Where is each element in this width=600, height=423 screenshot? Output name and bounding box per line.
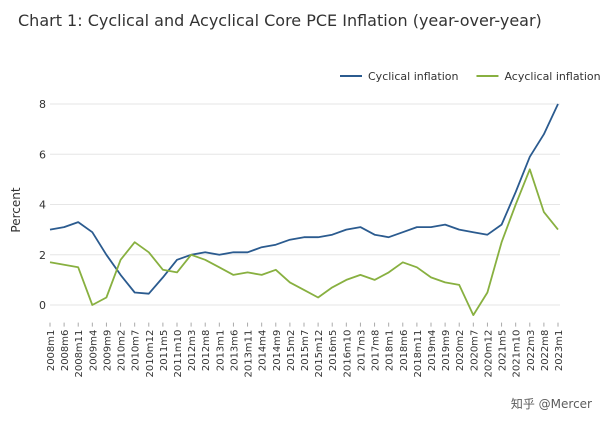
x-tick-label: 2017m3	[356, 330, 367, 372]
x-tick-label: 2013m6	[229, 330, 240, 372]
x-tick-label: 2015m2	[286, 330, 297, 372]
chart-title: Chart 1: Cyclical and Acyclical Core PCE…	[18, 11, 542, 30]
x-tick-label: 2020m2	[455, 330, 466, 372]
y-axis-label: Percent	[9, 187, 23, 232]
x-tick-label: 2013m1	[215, 330, 226, 372]
y-tick-label: 6	[39, 148, 46, 161]
x-tick-label: 2013m11	[244, 330, 255, 378]
y-tick-label: 4	[39, 199, 46, 212]
x-tick-label: 2019m9	[441, 330, 452, 372]
x-tick-label: 2016m5	[328, 330, 339, 372]
x-tick-label: 2010m2	[117, 330, 128, 372]
x-tick-label: 2019m4	[427, 330, 438, 372]
x-tick-label: 2015m12	[314, 330, 325, 378]
x-tick-label: 2018m11	[413, 330, 424, 378]
legend-label: Acyclical inflation	[504, 70, 600, 83]
x-tick-label: 2020m12	[483, 330, 494, 378]
x-tick-label: 2014m9	[272, 330, 283, 372]
y-tick-label: 0	[39, 299, 46, 312]
x-tick-label: 2020m7	[469, 330, 480, 372]
x-tick-label: 2008m6	[60, 330, 71, 372]
x-tick-label: 2010m12	[145, 330, 156, 378]
x-tick-label: 2021m5	[498, 330, 509, 372]
x-tick-label: 2014m4	[258, 330, 269, 372]
x-tick-label: 2016m10	[342, 330, 353, 378]
x-tick-label: 2009m4	[88, 330, 99, 372]
x-tick-label: 2011m5	[159, 330, 170, 372]
x-tick-label: 2022m3	[526, 330, 537, 372]
x-tick-label: 2021m10	[512, 330, 523, 378]
x-tick-label: 2008m1	[46, 330, 57, 372]
x-tick-label: 2018m1	[385, 330, 396, 372]
series-line	[49, 103, 559, 295]
x-tick-label: 2011m10	[173, 330, 184, 378]
x-tick-label: 2015m7	[300, 330, 311, 372]
legend-label: Cyclical inflation	[368, 70, 458, 83]
x-tick-label: 2009m9	[102, 330, 113, 372]
x-tick-label: 2012m3	[187, 330, 198, 372]
series-line	[49, 168, 559, 316]
x-tick-label: 2017m8	[371, 330, 382, 372]
x-tick-label: 2008m11	[74, 330, 85, 378]
x-tick-label: 2022m8	[540, 330, 551, 372]
y-tick-label: 2	[39, 249, 46, 262]
x-tick-label: 2010m7	[131, 330, 142, 372]
watermark: 知乎 @Mercer	[511, 397, 592, 411]
y-tick-label: 8	[39, 98, 46, 111]
x-tick-label: 2023m1	[554, 330, 565, 372]
x-tick-label: 2018m6	[399, 330, 410, 372]
x-tick-label: 2012m8	[201, 330, 212, 372]
